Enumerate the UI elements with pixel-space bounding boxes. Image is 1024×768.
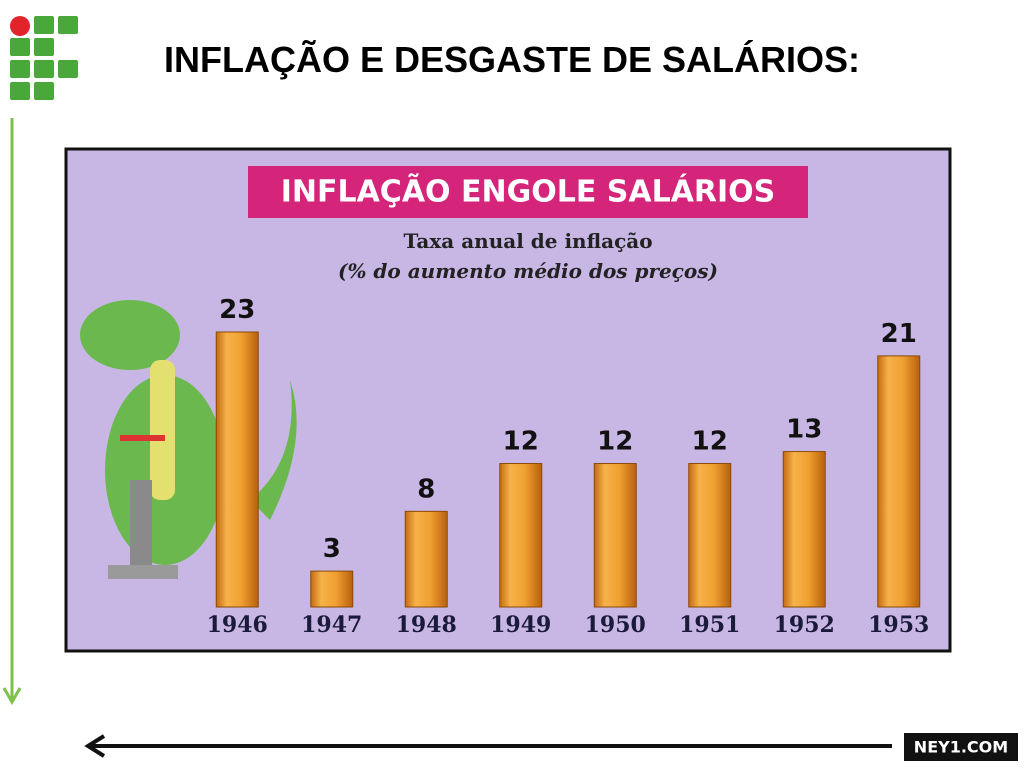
bar <box>877 355 921 608</box>
chart-subtitle: Taxa anual de inflação <box>403 229 652 253</box>
bar <box>215 331 259 608</box>
logo <box>10 16 78 100</box>
x-tick-label: 1951 <box>679 612 740 638</box>
data-label: 12 <box>692 427 728 457</box>
x-tick-label: 1953 <box>868 612 929 638</box>
dragon-illustration <box>80 300 297 579</box>
chart-title: INFLAÇÃO ENGOLE SALÁRIOS <box>281 173 776 210</box>
bar <box>310 570 354 608</box>
data-label: 12 <box>597 427 633 457</box>
bar <box>593 463 637 608</box>
vertical-arrow <box>2 118 22 706</box>
data-label: 13 <box>786 415 822 445</box>
bar <box>688 463 732 608</box>
bottom-arrow <box>84 734 892 758</box>
x-tick-label: 1950 <box>585 612 646 638</box>
data-label: 21 <box>881 319 917 349</box>
plot: 23 1946 3 1947 8 1948 12 1949 12 1950 12 1951 13 1952… <box>207 295 930 638</box>
x-tick-label: 1948 <box>396 612 457 638</box>
x-tick-label: 1946 <box>207 612 268 638</box>
title-banner <box>248 166 808 218</box>
bar <box>499 463 543 608</box>
x-tick-label: 1949 <box>490 612 551 638</box>
x-tick-label: 1952 <box>774 612 835 638</box>
data-label: 12 <box>503 427 539 457</box>
data-label: 23 <box>219 295 255 325</box>
bar <box>404 510 448 608</box>
data-label: 3 <box>323 534 341 564</box>
chart-subtitle: (% do aumento médio dos preços) <box>338 259 718 283</box>
x-tick-label: 1947 <box>301 612 362 638</box>
slide-title: INFLAÇÃO E DESGASTE DE SALÁRIOS: <box>164 38 860 80</box>
bar <box>782 451 826 608</box>
watermark: NEY1.COM <box>914 738 1008 757</box>
watermark-box <box>904 733 1018 761</box>
data-label: 8 <box>417 474 435 504</box>
